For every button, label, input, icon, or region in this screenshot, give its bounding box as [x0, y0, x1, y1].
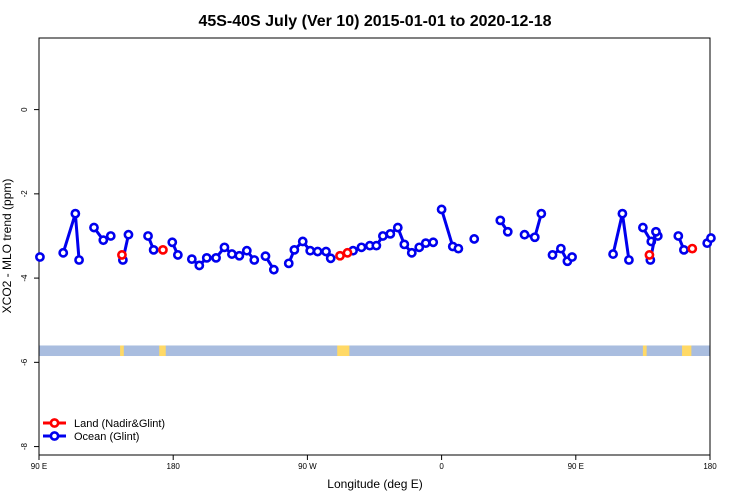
y-axis-label: XCO2 - MLO trend (ppm) [0, 179, 14, 314]
ocean-segment-1-point-1 [35, 252, 45, 262]
ocean-segment-14-point-2 [529, 232, 540, 243]
ocean-segment-5-point-1 [143, 231, 153, 241]
ocean-segment-10-point-9 [406, 247, 417, 258]
ocean-segment-12-point-1 [469, 234, 480, 244]
land-point-3 [335, 250, 345, 261]
x-tick-label-3: 90 W [298, 462, 317, 471]
ocean-segment-2-point-1 [58, 247, 69, 258]
y-tick-label-1: 0 [20, 107, 29, 112]
x-tick-label-4: 0 [439, 462, 444, 471]
x-tick-label-5: 90 E [568, 462, 584, 471]
chart-title: 45S-40S July (Ver 10) 2015-01-01 to 2020… [198, 13, 551, 30]
x-tick-label-6: 180 [703, 462, 717, 471]
ocean-strip [39, 345, 710, 357]
ocean-segment-8-point-1 [260, 251, 271, 262]
ocean-segment-19-point-2 [679, 244, 689, 255]
land-strip-1 [120, 345, 124, 357]
ocean-segment-4-point-2 [123, 229, 134, 240]
ocean-segment-7-point-6 [227, 249, 237, 259]
ocean-segment-13-point-2 [502, 226, 513, 237]
ocean-segment-15-point-1 [547, 250, 558, 260]
ocean-segment-14-point-3 [536, 208, 547, 219]
ocean-segment-18-point-2 [651, 226, 661, 237]
x-axis-label: Longitude (deg E) [327, 477, 422, 491]
land-strip-4 [642, 345, 647, 357]
ocean-segment-3-point-2 [98, 235, 109, 246]
ocean-segment-16-point-1 [608, 249, 618, 259]
land-strip-5 [682, 345, 692, 357]
legend-label-1: Land (Nadir&Glint) [74, 418, 165, 430]
ocean-series [35, 204, 716, 275]
ocean-segment-9-point-7 [325, 253, 336, 264]
ocean-segment-7-point-5 [219, 242, 230, 253]
ocean-segment-9-point-1 [283, 258, 294, 269]
ocean-segment-2-point-2 [70, 208, 81, 219]
legend-label-2: Ocean (Glint) [74, 431, 139, 443]
x-tick-label-1: 90 E [31, 462, 47, 471]
legend-marker-1 [49, 418, 60, 428]
land-point-2 [158, 244, 168, 255]
ocean-segment-7-point-7 [234, 250, 245, 261]
land-point-1 [117, 250, 127, 260]
ocean-segment-7-point-2 [194, 260, 205, 271]
ocean-segment-13-point-1 [495, 215, 506, 226]
ocean-segment-9-point-3 [297, 236, 308, 247]
ocean-segment-8-point-2 [268, 264, 279, 275]
ocean-segment-9-point-5 [312, 246, 323, 257]
y-axis: 0 -2 -4 -6 -8 [20, 107, 39, 450]
y-tick-label-2: -2 [20, 190, 29, 198]
land-strip-3 [337, 345, 350, 357]
ocean-segment-10-point-2 [356, 242, 367, 253]
ocean-segment-10-point-5 [377, 231, 388, 241]
ocean-segment-19-point-1 [673, 231, 684, 241]
ocean-segment-7-point-1 [186, 254, 197, 265]
x-tick-label-2: 180 [167, 462, 181, 471]
ocean-segment-5-point-2 [148, 244, 159, 255]
ocean-segment-3-point-1 [89, 222, 99, 233]
ocean-segment-16-point-3 [624, 255, 634, 265]
y-tick-label-3: -4 [20, 274, 29, 282]
ocean-segment-6-point-2 [172, 250, 183, 260]
ocean-segment-10-point-7 [392, 222, 403, 233]
land-point-6 [687, 243, 698, 254]
ocean-segment-7-point-8 [241, 245, 252, 256]
ocean-segment-15-point-2 [555, 243, 566, 254]
ocean-segment-15-point-4 [567, 252, 577, 262]
legend-marker-2 [49, 431, 60, 441]
ocean-segment-7-point-3 [201, 252, 212, 263]
ocean-segment-16-point-2 [617, 208, 628, 219]
x-axis: 90 E 180 90 W 0 90 E 180 [31, 455, 717, 471]
ocean-segment-14-point-1 [519, 229, 530, 240]
ocean-segment-10-point-6 [385, 228, 396, 239]
legend: Land (Nadir&Glint)Ocean (Glint) [43, 418, 165, 443]
land-ocean-strip [39, 345, 710, 357]
ocean-segment-10-point-8 [399, 239, 410, 250]
ocean-segment-6-point-1 [167, 237, 178, 248]
ocean-segment-10-point-12 [428, 237, 439, 248]
y-tick-label-4: -6 [20, 358, 29, 366]
ocean-segment-20-point-2 [706, 233, 716, 243]
ocean-segment-10-point-11 [420, 238, 431, 249]
ocean-segment-3-point-3 [105, 231, 116, 241]
ocean-segment-2-point-3 [74, 255, 84, 265]
ocean-segment-7-point-4 [211, 252, 221, 263]
land-point-4 [342, 247, 353, 258]
ocean-segment-10-point-4 [371, 240, 382, 251]
ocean-segment-17-point-1 [638, 222, 648, 233]
y-tick-label-5: -8 [20, 442, 29, 450]
ocean-segment-11-point-1 [436, 204, 447, 215]
ocean-segment-7-point-9 [249, 255, 260, 265]
ocean-segment-9-point-4 [305, 245, 316, 256]
land-point-5 [644, 250, 655, 260]
ocean-segment-11-point-3 [453, 243, 464, 254]
land-strip-2 [159, 345, 166, 357]
land-series [117, 243, 698, 261]
ocean-segment-10-point-10 [414, 242, 425, 253]
ocean-segment-9-point-2 [289, 244, 300, 255]
ocean-segment-9-point-6 [321, 246, 331, 257]
